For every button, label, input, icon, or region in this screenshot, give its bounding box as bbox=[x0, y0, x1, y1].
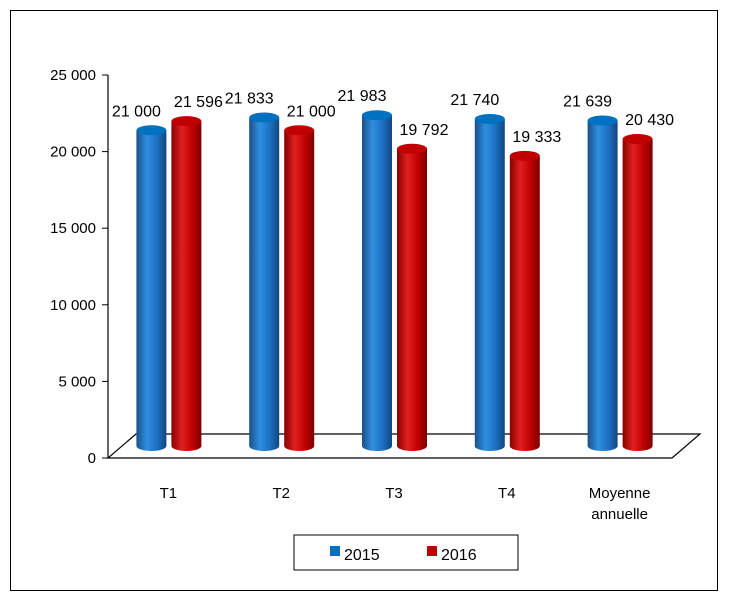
bar-2016-top bbox=[509, 150, 540, 161]
data-label-2016: 21 000 bbox=[287, 103, 336, 120]
data-label-2015: 21 983 bbox=[338, 88, 387, 105]
bar-2015-top bbox=[587, 115, 618, 126]
data-label-2016: 19 333 bbox=[512, 129, 561, 146]
bar-2015-body bbox=[362, 115, 392, 451]
legend-label-2015: 2015 bbox=[344, 547, 380, 564]
y-tick-label: 5 000 bbox=[58, 373, 96, 390]
bar-2016-top bbox=[171, 116, 202, 127]
y-tick-label: 10 000 bbox=[50, 297, 96, 314]
y-tick-label: 15 000 bbox=[50, 220, 96, 237]
legend-box bbox=[293, 534, 519, 571]
category-labels-group: T1 T2 T3 T4 Moyenne annuelle bbox=[160, 485, 651, 523]
bar-2015-body bbox=[249, 117, 280, 451]
bar-2016-body bbox=[509, 155, 540, 452]
y-axis-ticks: 0 5 000 10 000 15 000 20 000 25 000 bbox=[50, 67, 108, 467]
category-label: T3 bbox=[385, 485, 403, 502]
bar-2016-top bbox=[622, 134, 653, 145]
category-label: T2 bbox=[272, 485, 290, 502]
data-label-2015: 21 639 bbox=[563, 93, 612, 110]
data-label-2016: 19 792 bbox=[400, 122, 449, 139]
bar-2015-body bbox=[474, 118, 505, 452]
bar-2015-top bbox=[362, 110, 392, 121]
bars-group bbox=[136, 110, 653, 452]
category-label: Moyenne bbox=[589, 485, 651, 502]
category-label: annuelle bbox=[591, 506, 648, 523]
data-label-2015: 21 000 bbox=[112, 103, 161, 120]
legend-swatch-2015 bbox=[330, 546, 340, 556]
category-label: T1 bbox=[160, 485, 178, 502]
y-tick-label: 20 000 bbox=[50, 144, 96, 161]
legend: 2015 2016 bbox=[293, 534, 519, 571]
data-label-2015: 21 740 bbox=[450, 92, 499, 109]
bar-2016-body bbox=[622, 139, 653, 452]
bar-2016-top bbox=[284, 125, 315, 136]
data-label-2016: 21 596 bbox=[174, 94, 223, 111]
category-label: T4 bbox=[498, 485, 516, 502]
bar-2016-body bbox=[284, 130, 315, 452]
bar-2015-body bbox=[136, 130, 167, 452]
y-tick-label: 25 000 bbox=[50, 67, 96, 84]
bar-2015-top bbox=[249, 112, 280, 123]
legend-label-2016: 2016 bbox=[441, 547, 477, 564]
bar-2016-body bbox=[397, 148, 427, 451]
bar-2015-top bbox=[474, 113, 505, 124]
data-label-2015: 21 833 bbox=[225, 91, 274, 108]
legend-swatch-2016 bbox=[427, 546, 437, 556]
bar-2016-top bbox=[397, 143, 427, 154]
bar-2015-top bbox=[136, 125, 167, 136]
y-tick-label: 0 bbox=[88, 450, 96, 467]
bar-2015-body bbox=[587, 120, 618, 452]
bar-2016-body bbox=[171, 121, 202, 452]
data-label-2016: 20 430 bbox=[625, 112, 674, 129]
